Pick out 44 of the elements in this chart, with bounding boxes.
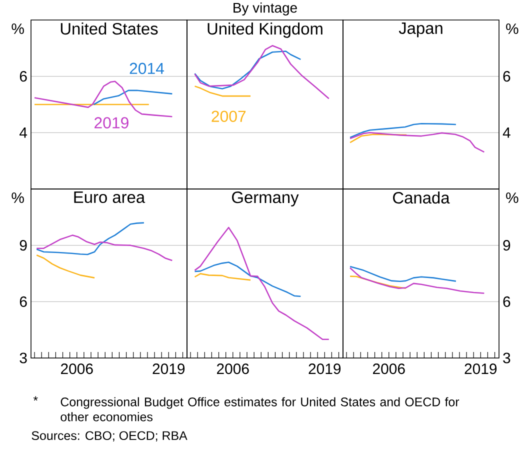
y-tick-label: 4 [502, 128, 510, 138]
x-tick-label: 2019 [152, 364, 185, 374]
line-series [36, 234, 173, 262]
source-note: Sources: CBO; OECD; RBA [32, 431, 188, 442]
y-tick-label: 6 [20, 71, 27, 82]
y-axis-title: % [12, 24, 24, 34]
y-tick-label: 3 [503, 352, 510, 364]
x-tick-label: 2019 [464, 364, 497, 374]
y-tick-label: 9 [503, 240, 510, 251]
text: * [33, 396, 38, 401]
y-tick-label: 9 [20, 240, 27, 251]
x-tick-label: 2019 [308, 364, 341, 374]
line-series [34, 80, 173, 118]
chart-title: Canada [393, 192, 450, 204]
x-tick-label: 2006 [217, 364, 249, 374]
series-label: 2007 [212, 110, 246, 122]
y-tick-label: 3 [20, 352, 27, 364]
line-series [349, 266, 457, 282]
y-tick-label: 6 [503, 71, 510, 82]
chart-title: Japan [398, 22, 442, 38]
line-series [349, 267, 485, 294]
y-tick-label: 6 [503, 296, 510, 307]
chart-title: United States [60, 22, 158, 35]
chart-title: United Kingdom [208, 22, 322, 38]
x-tick-label: 2006 [61, 364, 93, 374]
series-label: 2019 [94, 117, 128, 128]
line-series [349, 134, 408, 144]
chart-title: Euro area [74, 192, 146, 204]
y-tick-label: 4 [20, 128, 28, 138]
line-series [93, 90, 173, 106]
text: Congressional Budget Office estimates for United States and OECD for other economies [60, 397, 460, 422]
line-series [36, 222, 145, 256]
y-axis-title: % [506, 192, 518, 203]
x-tick-label: 2006 [373, 364, 405, 374]
chart-title: Germany [232, 192, 299, 206]
line-series [349, 123, 457, 138]
y-axis-title: % [12, 192, 24, 203]
y-tick-label: 6 [20, 296, 27, 307]
series-label: 2014 [130, 62, 164, 74]
line-series [36, 254, 96, 278]
y-axis-title: % [506, 24, 518, 34]
line-series [349, 276, 406, 289]
line-series [349, 132, 485, 153]
text: By vintage [234, 2, 297, 16]
